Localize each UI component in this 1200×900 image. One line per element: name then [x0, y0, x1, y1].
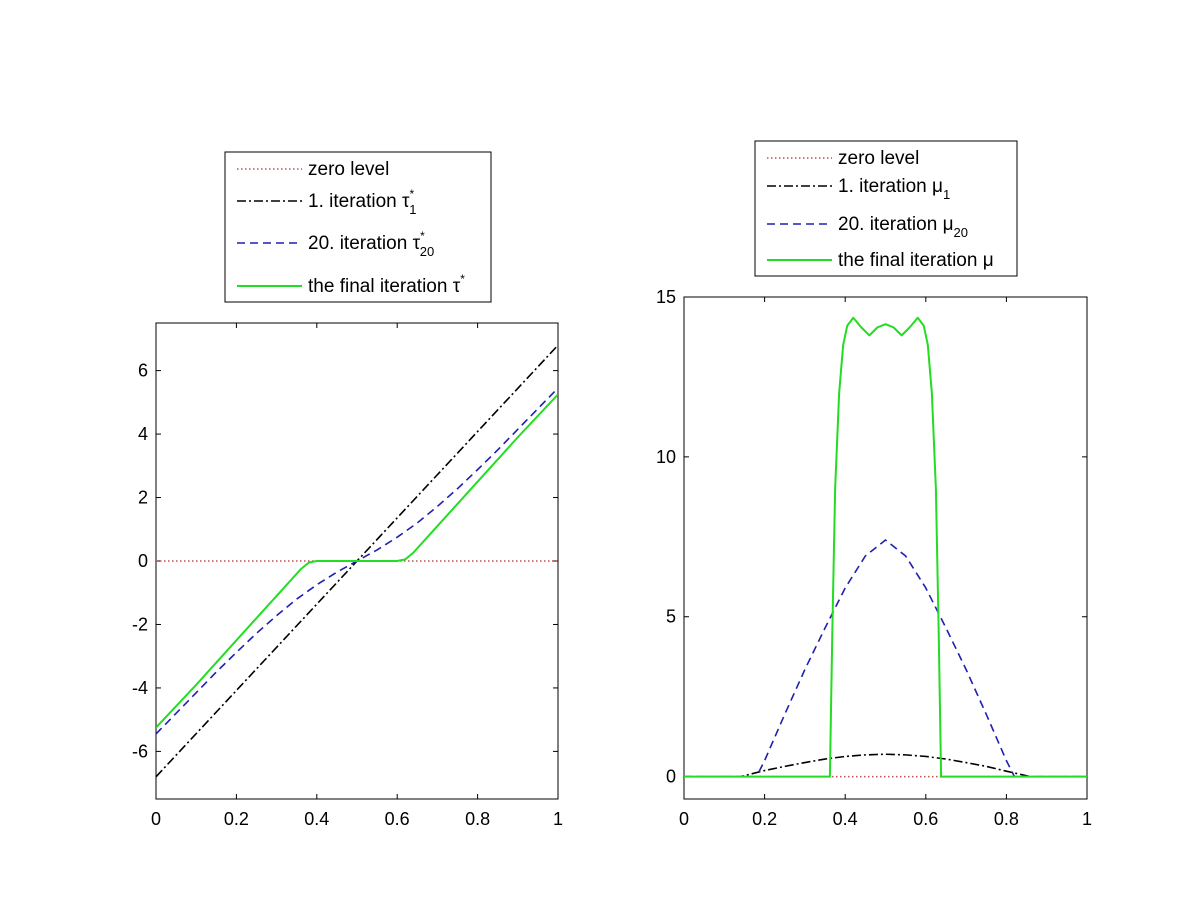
y-tick-label: 0 [138, 551, 148, 571]
series-line-final [684, 316, 1087, 778]
x-tick-label: 0.2 [224, 809, 249, 829]
plot-area [683, 296, 1088, 800]
y-tick-label: -2 [132, 614, 148, 634]
y-tick-label: -4 [132, 678, 148, 698]
series-line-final [156, 393, 558, 729]
y-tick-label: 6 [138, 361, 148, 381]
y-tick-label: 5 [666, 607, 676, 627]
legend: zero level 1. iteration τ* 1 20. iteration … [224, 151, 492, 303]
x-tick-label: 0.6 [385, 809, 410, 829]
y-tick-label: 0 [666, 767, 676, 787]
legend-label-zero: zero level [308, 159, 389, 180]
series-line-it20 [684, 539, 1087, 778]
x-tick-label: 1 [553, 809, 563, 829]
x-tick-label: 0.8 [994, 809, 1019, 829]
legend-label-final: the final iteration τ* [308, 272, 465, 297]
series-group [684, 316, 1087, 778]
chart-1: 0 0.2 0.4 0.6 0.8 1 -6 -4 -2 0 2 4 6 zero level 1. ite… [132, 151, 563, 829]
x-tick-label: 0 [679, 809, 689, 829]
y-tick-label: 2 [138, 488, 148, 508]
y-tick-label: 10 [656, 447, 676, 467]
legend-label-it1: 1. iteration μ1 [838, 176, 950, 202]
x-tick-label: 1 [1082, 809, 1092, 829]
series-group [156, 344, 558, 778]
legend-box [224, 151, 492, 303]
x-tick-label: 0.8 [465, 809, 490, 829]
legend-label-it20: 20. iteration τ* 20 [308, 229, 434, 259]
legend-label-zero: zero level [838, 148, 919, 169]
y-tick-label: -6 [132, 741, 148, 761]
legend: zero level 1. iteration μ1 20. iteration μ… [754, 140, 1018, 277]
x-tick-label: 0.6 [913, 809, 938, 829]
series-line-it1 [684, 753, 1087, 778]
legend-label-final: the final iteration μ [838, 250, 994, 271]
x-tick-label: 0 [151, 809, 161, 829]
y-tick-label: 15 [656, 287, 676, 307]
x-tick-label: 0.4 [833, 809, 858, 829]
legend-label-it1: 1. iteration τ* 1 [308, 187, 416, 217]
x-tick-label: 0.4 [304, 809, 329, 829]
y-tick-label: 4 [138, 424, 148, 444]
legend-label-it20: 20. iteration μ20 [838, 214, 968, 240]
legend-box [754, 140, 1018, 277]
x-tick-label: 0.2 [752, 809, 777, 829]
